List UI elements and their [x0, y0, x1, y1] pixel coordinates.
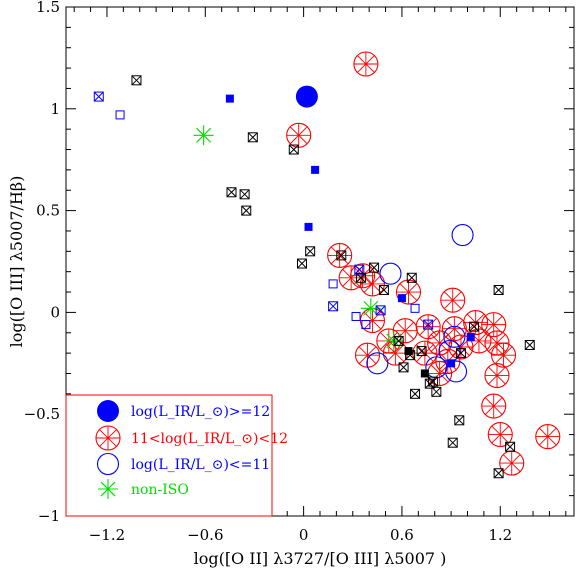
data-point-crossed-square: [328, 301, 339, 312]
data-point-asterisk-circle: [487, 422, 513, 448]
data-point-crossed-square: [336, 250, 347, 261]
data-point-asterisk-circle: [412, 340, 438, 366]
data-point-crossed-square: [405, 350, 416, 361]
data-point-asterisk-circle: [440, 287, 466, 313]
y-tick-label: −1: [38, 507, 60, 525]
data-point-asterisk-circle: [415, 314, 441, 340]
data-point-crossed-square: [410, 388, 421, 399]
data-point-asterisk: [193, 125, 214, 146]
data-point-asterisk-circle: [490, 342, 517, 368]
data-point-asterisk-circle: [354, 342, 381, 368]
data-point-crossed-square: [354, 264, 365, 275]
legend-label: 11<log(L_IR/L_⊙)<12: [131, 431, 288, 447]
legend-label: log(L_IR/L_⊙)<=11: [131, 457, 270, 473]
legend-marker: [96, 452, 120, 476]
data-point-crossed-square: [288, 144, 299, 155]
data-point-asterisk: [360, 298, 381, 319]
data-point-crossed-square: [296, 258, 307, 269]
data-point-open-circle: [444, 360, 468, 383]
y-axis-title: log([O III] λ5007/Hβ): [7, 176, 26, 348]
y-tick-label: −0.5: [24, 405, 60, 423]
x-axis-title: log([O II] λ3727/[O III] λ5007 ): [194, 549, 447, 568]
data-point-crossed-square: [239, 189, 250, 200]
data-point-crossed-square: [393, 335, 404, 346]
data-point-crossed-square: [505, 441, 516, 452]
legend-marker: [98, 479, 118, 499]
data-point-crossed-square: [241, 205, 252, 216]
data-point-open-circle: [366, 352, 389, 375]
data-point-asterisk-circle: [481, 393, 507, 419]
data-point-asterisk-circle: [353, 51, 379, 77]
data-point-asterisk-circle: [535, 424, 561, 450]
data-point-crossed-square: [247, 132, 258, 143]
data-point-crossed-square: [305, 246, 316, 257]
data-point-crossed-square: [493, 468, 504, 479]
x-tick-label: 1.2: [488, 526, 512, 544]
data-point-crossed-square: [378, 285, 389, 296]
data-point-open-circle: [443, 325, 466, 348]
legend-marker: [95, 425, 121, 451]
data-point-open-square: [361, 320, 371, 330]
data-point-crossed-square: [493, 285, 504, 296]
data-point-filled-square: [225, 94, 234, 103]
data-point-filled-square: [397, 294, 406, 303]
data-point-open-square: [351, 311, 361, 321]
data-point-crossed-square: [131, 75, 142, 86]
x-tick-label: −0.6: [187, 526, 223, 544]
data-point-filled-square: [304, 222, 313, 231]
x-tick-label: 0: [299, 526, 309, 544]
data-point-crossed-square: [93, 91, 104, 102]
data-point-filled-square: [420, 369, 429, 378]
data-point-filled-square: [311, 165, 320, 174]
data-point-crossed-square: [455, 348, 466, 359]
data-point-crossed-square: [375, 305, 386, 316]
data-point-open-square: [115, 110, 125, 120]
y-tick-label: 1.5: [36, 0, 60, 16]
data-point-asterisk-circle: [395, 279, 422, 305]
legend-marker: [97, 400, 119, 422]
data-point-asterisk-circle: [484, 362, 510, 389]
data-point-filled-square: [466, 332, 475, 341]
data-point-open-circle: [451, 223, 474, 247]
data-point-asterisk-circle: [499, 450, 525, 476]
data-point-crossed-square: [416, 346, 427, 357]
data-point-asterisk-circle: [286, 122, 312, 148]
data-point-crossed-square: [469, 321, 480, 332]
data-point-filled-square: [447, 359, 456, 368]
data-point-crossed-square: [454, 415, 465, 426]
data-point-crossed-square: [447, 437, 458, 448]
data-point-crossed-square: [369, 262, 380, 273]
data-point-asterisk-circle: [481, 312, 507, 338]
data-point-crossed-square: [355, 272, 366, 283]
legend-label: log(L_IR/L_⊙)>=12: [131, 404, 270, 420]
data-point-open-square: [410, 303, 420, 313]
data-point-crossed-square: [398, 362, 409, 373]
data-point-open-circle: [379, 262, 402, 285]
data-point-crossed-square: [428, 376, 439, 387]
data-point-crossed-square: [431, 386, 442, 397]
legend: log(L_IR/L_⊙)>=12 11<log(L_IR/L_⊙)<12 log(…: [65, 394, 288, 517]
data-point-crossed-square: [423, 319, 434, 330]
y-tick-label: 0.5: [36, 202, 60, 220]
y-tick-label: 0: [50, 303, 60, 321]
data-point-filled-circle: [295, 85, 318, 108]
data-point-crossed-square: [524, 339, 535, 350]
x-tick-label: −1.2: [89, 526, 125, 544]
data-point-open-square: [328, 279, 338, 289]
data-point-asterisk-circle: [327, 242, 353, 268]
data-point-crossed-square: [226, 187, 237, 198]
data-point-crossed-square: [406, 272, 417, 283]
y-tick-label: 1: [50, 100, 60, 118]
data-point-asterisk-circle: [359, 271, 385, 297]
x-tick-label: 0.6: [390, 526, 414, 544]
legend-label: non-ISO: [131, 482, 189, 498]
